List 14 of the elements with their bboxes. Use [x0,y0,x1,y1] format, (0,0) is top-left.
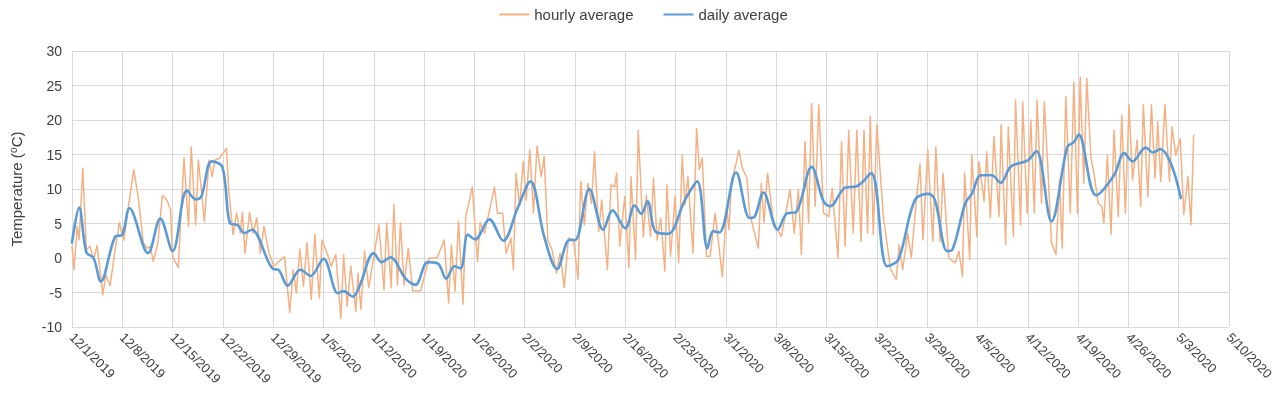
y-tick-label: 10 [46,181,63,197]
y-tick-label: 30 [46,43,63,59]
y-tick-label: -10 [41,319,63,335]
y-tick-label: 25 [46,77,63,94]
line-series [70,133,1183,298]
y-tick-label: 5 [54,215,63,232]
y-tick-label: 0 [54,250,63,266]
y-tick-label: 20 [46,112,63,128]
legend-label: hourly average [534,6,634,23]
legend-label: daily average [698,6,788,23]
y-axis-title: Temperature (⁰C) [8,131,25,247]
y-tick-label: -5 [49,284,63,301]
y-tick-label: 15 [46,146,63,163]
line-series [71,76,1195,320]
